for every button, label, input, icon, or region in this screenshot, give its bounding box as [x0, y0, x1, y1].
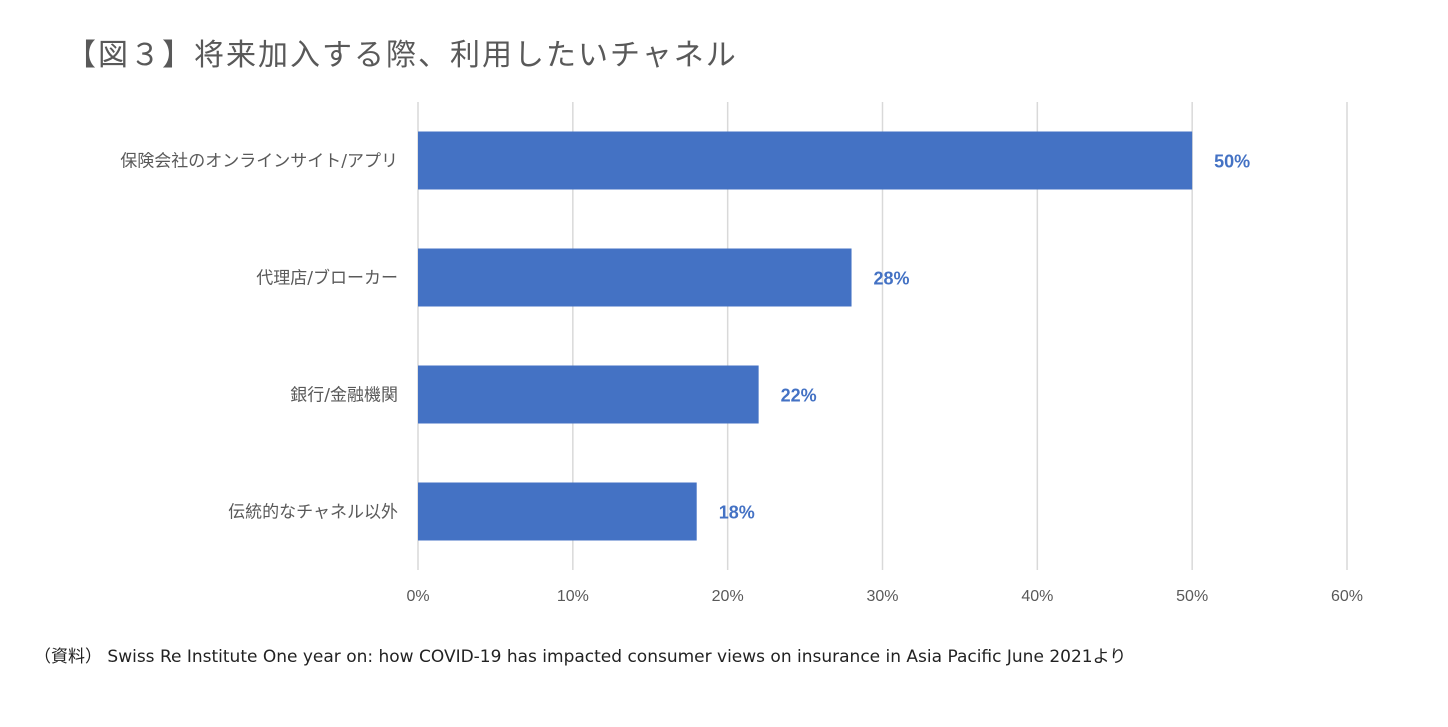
- category-label-item-1: 代理店/ブローカー: [256, 268, 398, 289]
- x-tick-label-0: 0%: [406, 588, 429, 605]
- x-tick-labels: 0% 10% 20% 30% 40% 50% 60%: [406, 588, 1363, 605]
- chart-title: 【図３】将来加入する際、利用したいチャネル: [66, 38, 738, 73]
- bar-item-1: [418, 248, 852, 307]
- x-tick-label-40: 40%: [1021, 588, 1053, 605]
- category-label-item-0: 保険会社のオンラインサイト/アプリ: [120, 152, 398, 172]
- source-note: （資料） Swiss Re Institute One year on: how…: [34, 647, 1127, 667]
- bars: [418, 131, 1193, 541]
- x-tick-label-60: 60%: [1331, 588, 1363, 605]
- value-label-item-3: 18%: [719, 503, 755, 523]
- bar-item-3: [418, 482, 697, 541]
- category-label-item-3: 伝統的なチャネル以外: [228, 503, 398, 523]
- value-label-item-1: 28%: [874, 269, 910, 289]
- x-tick-label-10: 10%: [557, 588, 589, 605]
- x-tick-label-30: 30%: [866, 588, 898, 605]
- bar-item-2: [418, 365, 759, 424]
- value-label-item-0: 50%: [1214, 152, 1250, 172]
- category-labels: 保険会社のオンラインサイト/アプリ代理店/ブローカー銀行/金融機関伝統的なチャネ…: [120, 152, 398, 523]
- x-tick-label-50: 50%: [1176, 588, 1208, 605]
- x-tick-label-20: 20%: [712, 588, 744, 605]
- bar-item-0: [418, 131, 1193, 190]
- category-label-item-2: 銀行/金融機関: [290, 386, 398, 406]
- value-label-item-2: 22%: [781, 386, 817, 406]
- value-labels: 50% 28% 22% 18%: [719, 152, 1250, 523]
